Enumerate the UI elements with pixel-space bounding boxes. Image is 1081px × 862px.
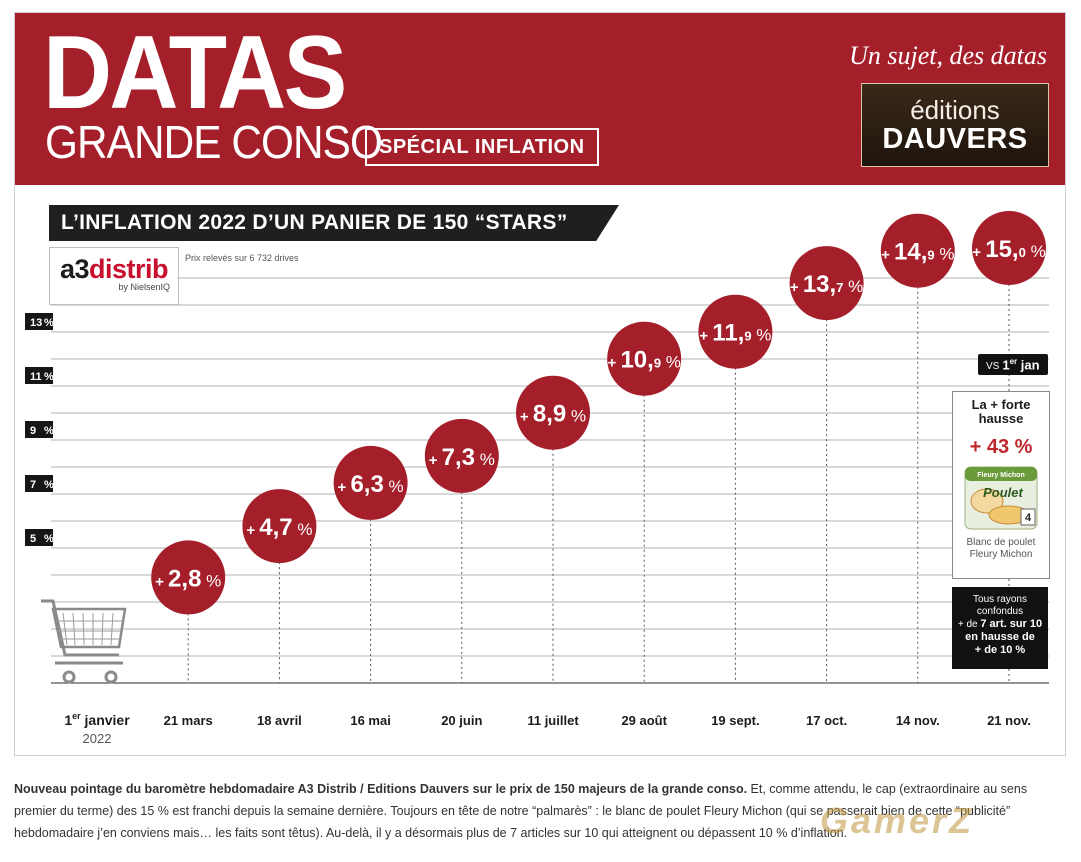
rayons-line2: confondus (976, 606, 1024, 617)
hausse-value: + 43 % (969, 436, 1033, 458)
value-bubble (607, 321, 682, 396)
rayons-line4: en hausse de (965, 631, 1035, 643)
y-tick-bg (25, 475, 53, 492)
value-bubble (972, 211, 1046, 285)
a3distrib-logo: a3distrib by NielsenIQ (49, 247, 179, 305)
shopping-cart-icon (41, 599, 127, 684)
hausse-title-1: La + forte (971, 397, 1031, 412)
x-tick-label: 17 oct. (806, 713, 847, 728)
value-label: + 6,3 % (338, 471, 404, 498)
y-tick-bg (25, 529, 53, 546)
value-label: + 7,3 % (429, 444, 495, 471)
vs-prefix: VS (986, 361, 1000, 373)
caption-bold: Nouveau pointage du baromètre hebdomadai… (14, 782, 748, 796)
value-label: + 2,8 % (155, 565, 221, 592)
publisher-logo-bottom: DAUVERS (882, 123, 1028, 155)
banner-title: DATAS (43, 15, 347, 131)
vs-main: 1 (1002, 357, 1010, 373)
value-bubble (424, 418, 499, 493)
logo-a3: a3 (59, 254, 90, 284)
value-bubble (333, 445, 408, 520)
x-tick-label: 16 mai (350, 713, 390, 728)
y-tick-label: 9 (30, 425, 36, 437)
value-label: + 14,9 % (881, 239, 954, 266)
pack-count: 4 (1025, 512, 1032, 524)
product-package-image: Fleury Michon Poulet 4 (963, 465, 1039, 531)
y-tick-label: 11 (30, 371, 42, 383)
chart-title: L’INFLATION 2022 D’UN PANIER DE 150 “STA… (49, 205, 619, 241)
source-note: Prix relevés sur 6 732 drives (185, 253, 299, 263)
value-label: + 10,9 % (608, 347, 681, 374)
vs-january-badge: VS 1er jan (978, 354, 1048, 376)
value-label: + 13,7 % (790, 271, 863, 298)
logo-distrib: distrib (89, 254, 169, 284)
x-tick-label: 20 juin (441, 713, 482, 728)
pack-name: Poulet (983, 485, 1023, 500)
value-bubble (516, 375, 590, 450)
value-bubble (242, 489, 317, 564)
special-badge: SPÉCIAL INFLATION (365, 128, 599, 166)
product-name-2: Fleury Michon (969, 549, 1033, 560)
header-banner: DATAS GRANDE CONSO SPÉCIAL INFLATION Un … (15, 13, 1065, 185)
y-tick-unit: % (44, 317, 54, 329)
hausse-title-2: hausse (978, 411, 1024, 426)
y-tick-unit: % (44, 533, 54, 545)
x-tick-sublabel: 2022 (83, 731, 112, 746)
value-label: + 8,9 % (520, 401, 586, 428)
value-bubble (789, 246, 864, 321)
x-tick-label: 29 août (621, 713, 667, 728)
y-tick-bg (25, 367, 53, 384)
y-tick-bg (25, 421, 53, 438)
y-tick-label: 5 (30, 533, 36, 545)
y-tick-unit: % (44, 425, 54, 437)
value-bubble (151, 540, 226, 615)
y-tick-bg (25, 313, 53, 330)
publisher-logo: éditions DAUVERS (861, 83, 1049, 167)
pack-brand: Fleury Michon (977, 472, 1024, 479)
x-tick-label: 18 avril (257, 713, 302, 728)
tagline: Un sujet, des datas (849, 41, 1047, 70)
vs-rest: jan (1017, 357, 1040, 373)
logo-by: by NielsenIQ (118, 282, 170, 292)
y-tick-label: 13 (30, 317, 42, 329)
x-tick-label: 14 nov. (896, 713, 940, 728)
value-bubble (880, 213, 955, 288)
value-bubble (698, 294, 773, 369)
rayons-line5: + de 10 % (974, 644, 1026, 656)
watermark: GamerZ (820, 800, 975, 841)
x-tick-label: 11 juillet (527, 713, 579, 728)
value-label: + 11,9 % (699, 320, 771, 347)
product-name-1: Blanc de poulet (966, 537, 1036, 548)
vs-sup: er (1009, 357, 1018, 366)
infographic-frame: DATAS GRANDE CONSO SPÉCIAL INFLATION Un … (14, 12, 1066, 756)
banner-subtitle: GRANDE CONSO (45, 116, 383, 168)
y-tick-unit: % (44, 479, 54, 491)
y-tick-label: 7 (30, 479, 36, 491)
x-tick-label: 21 nov. (987, 713, 1031, 728)
x-tick-label: 1er janvier (64, 711, 130, 728)
value-label: + 15,0 % (972, 236, 1045, 263)
caption-rest: Et, comme attendu, le cap (extraordinair… (14, 782, 1028, 840)
rayons-line3-prefix: + de (957, 619, 981, 630)
rayons-line1: Tous rayons (973, 594, 1027, 605)
rayons-line3-bold: 7 art. sur 10 (980, 618, 1043, 630)
biggest-increase-box: La + forte hausse + 43 % Fleury Michon Po… (952, 391, 1050, 579)
x-tick-label: 19 sept. (711, 713, 759, 728)
y-tick-unit: % (44, 371, 54, 383)
caption-paragraph: Nouveau pointage du baromètre hebdomadai… (14, 778, 1066, 844)
publisher-logo-top: éditions (910, 95, 1000, 125)
value-label: + 4,7 % (246, 514, 312, 541)
all-departments-box: Tous rayons confondus + de 7 art. sur 10… (952, 587, 1048, 669)
x-tick-label: 21 mars (164, 713, 213, 728)
